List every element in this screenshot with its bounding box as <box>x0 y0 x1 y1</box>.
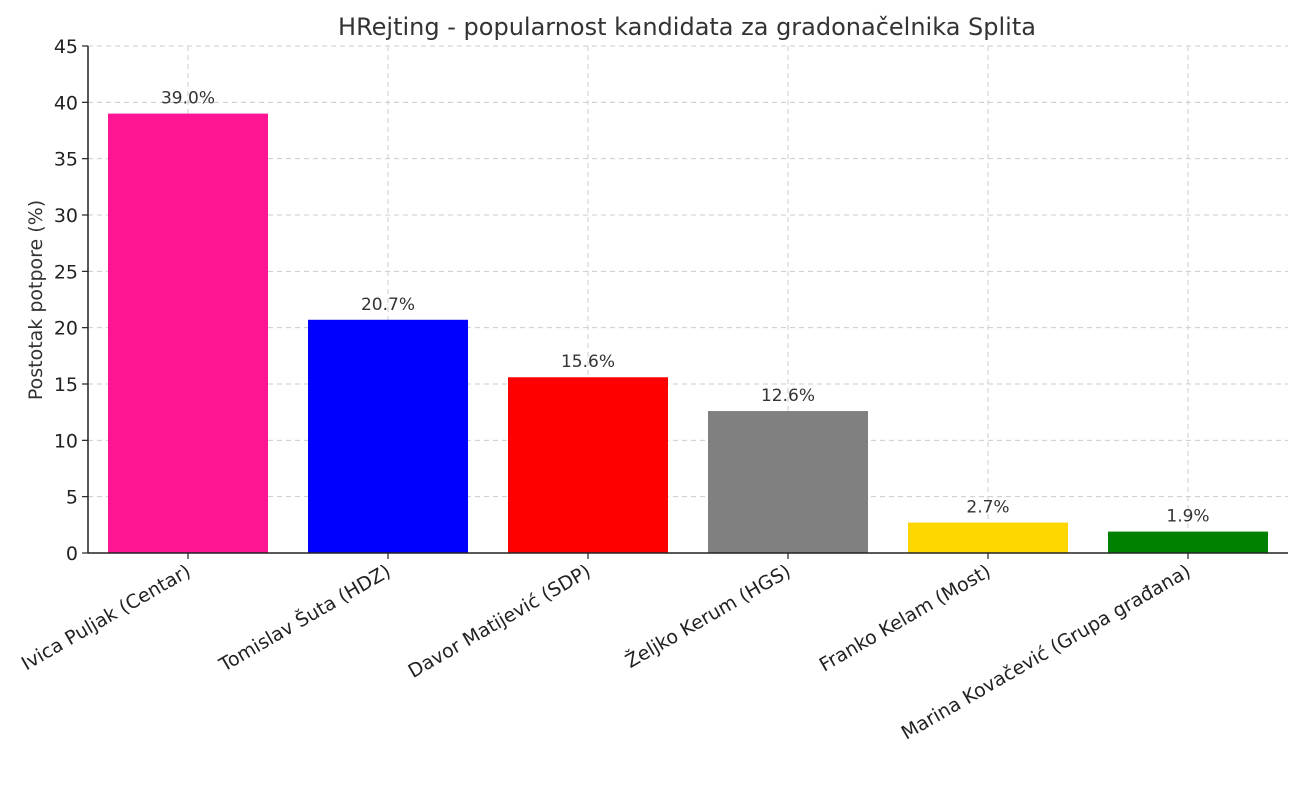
y-tick-label: 25 <box>54 261 78 283</box>
x-ticks: Ivica Puljak (Centar) Tomislav Šuta (HDZ)… <box>18 553 1195 744</box>
bar <box>108 113 268 553</box>
grid-lines <box>88 45 1288 554</box>
y-tick-label: 40 <box>54 92 78 114</box>
data-label: 12.6% <box>761 386 815 406</box>
data-label: 1.9% <box>1166 507 1209 527</box>
chart-title: HRejting - popularnost kandidata za grad… <box>338 13 1036 41</box>
y-tick-label: 5 <box>66 487 78 509</box>
x-tick-label: Ivica Puljak (Centar) <box>18 560 195 675</box>
data-label: 15.6% <box>561 352 615 372</box>
bar <box>1108 531 1268 553</box>
y-tick-label: 45 <box>54 36 78 58</box>
data-label: 39.0% <box>161 89 215 109</box>
bars <box>108 113 1268 553</box>
bar <box>308 319 468 553</box>
axes <box>87 46 1288 554</box>
y-tick-label: 30 <box>54 205 78 227</box>
data-labels: 39.0% 20.7% 15.6% 12.6% 2.7% 1.9% <box>161 89 1210 527</box>
x-tick-label: Davor Matijević (SDP) <box>404 560 594 682</box>
y-axis-label: Postotak potpore (%) <box>25 200 47 400</box>
y-tick-label: 0 <box>66 543 78 565</box>
x-tick-label: Tomislav Šuta (HDZ) <box>214 559 395 677</box>
x-tick-label: Franko Kelam (Most) <box>816 560 995 676</box>
data-label: 20.7% <box>361 295 415 315</box>
y-tick-label: 20 <box>54 318 78 340</box>
y-tick-label: 35 <box>54 149 78 171</box>
y-ticks: 0 5 10 15 20 25 30 35 40 45 <box>54 36 88 565</box>
data-label: 2.7% <box>966 498 1009 518</box>
y-tick-label: 10 <box>54 430 78 452</box>
bar <box>708 411 868 553</box>
y-tick-label: 15 <box>54 374 78 396</box>
bar <box>908 522 1068 553</box>
x-tick-label: Željko Kerum (HGS) <box>621 559 794 672</box>
bar <box>508 377 668 553</box>
